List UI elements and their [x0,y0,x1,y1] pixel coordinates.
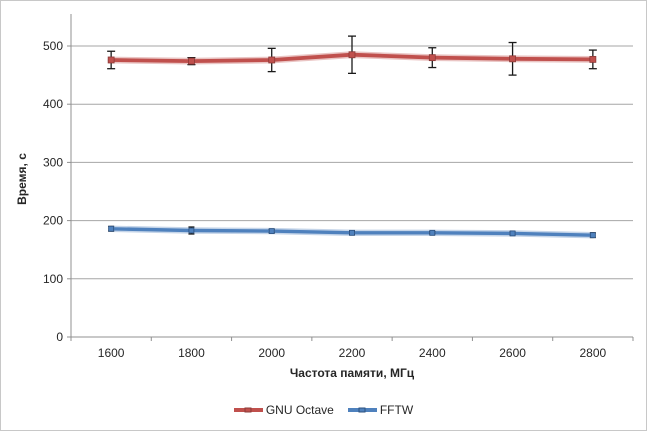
x-tick-label: 2000 [258,346,285,360]
legend-label: FFTW [379,403,414,417]
data-point-marker [428,54,436,62]
x-tick-label: 2800 [580,346,607,360]
x-tick-label: 1600 [98,346,125,360]
y-tick-label: 200 [43,214,63,228]
data-point-marker [349,229,355,236]
legend-line-swatch [233,407,263,413]
x-tick-label: 2400 [419,346,446,360]
data-point-marker [268,228,275,234]
y-tick-label: 100 [43,272,63,286]
x-tick-label: 2200 [339,346,366,360]
data-point-marker [509,55,516,63]
x-axis-title: Частота памяти, МГц [289,366,415,380]
legend-item-gnu-octave: GNU Octave [233,403,334,417]
legend-item-fftw: FFTW [347,403,414,417]
data-point-marker [108,225,115,232]
legend-line-swatch [347,407,377,413]
data-point-marker [429,229,436,236]
y-tick-label: 400 [43,97,63,111]
data-point-marker [268,56,276,64]
data-point-marker [589,232,596,239]
x-tick-label: 2600 [499,346,526,360]
y-tick-label: 0 [56,330,63,344]
legend-marker-icon [244,407,252,413]
data-point-marker [188,227,195,234]
y-tick-label: 500 [43,39,63,53]
data-point-marker [107,56,115,64]
x-tick-label: 1800 [178,346,205,360]
legend-marker-icon [358,407,366,413]
data-point-marker [589,55,597,63]
data-point-marker [348,51,356,59]
data-point-marker [509,230,516,237]
legend: GNU Octave FFTW [1,401,646,419]
data-point-marker [188,57,195,65]
y-axis-title: Время, с [15,153,29,205]
y-tick-label: 300 [43,155,63,169]
legend-label: GNU Octave [265,403,334,417]
